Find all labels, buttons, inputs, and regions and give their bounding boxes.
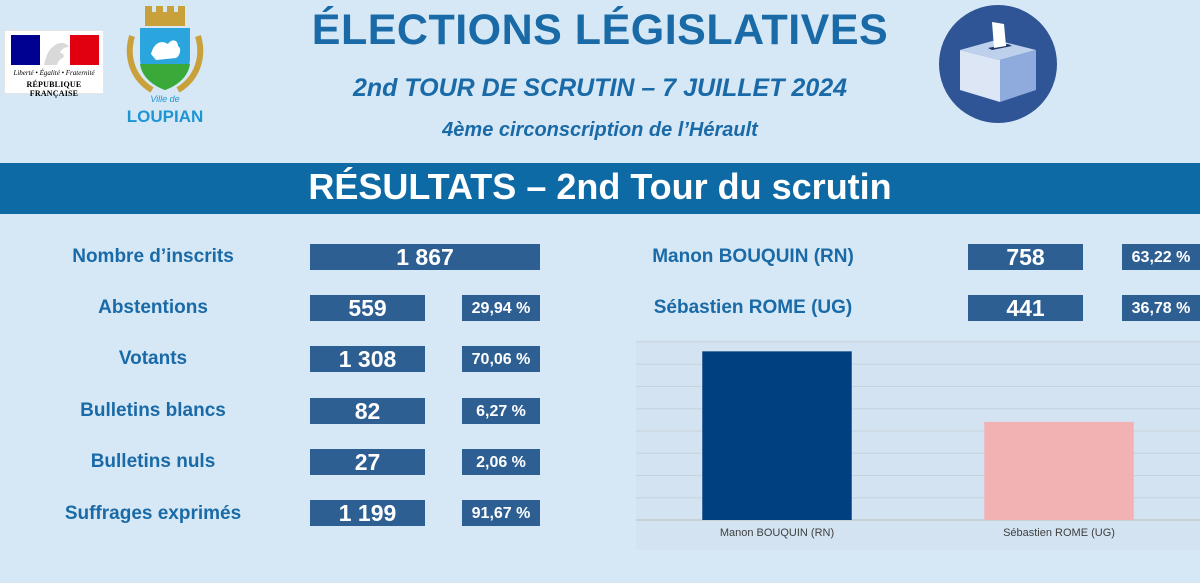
chart-bar-1 [984,421,1134,520]
stat-value-votants: 1 308 [310,346,425,372]
stat-value-inscrits: 1 867 [310,244,540,270]
chart-bars [702,351,1134,520]
chart-x-label-0: Manon BOUQUIN (RN) [720,527,834,539]
results-banner [0,163,1200,214]
candidate-votes-rn: 758 [968,244,1083,270]
stat-pct-exprimes: 91,67 % [462,500,540,526]
candidate-label-rn: Manon BOUQUIN (RN) [652,246,854,267]
rf-motto: Liberté • Égalité • Fraternité [13,69,95,77]
stat-value-abstentions: 559 [310,295,425,321]
stat-label-blancs: Bulletins blancs [80,400,226,421]
town-logo: Ville de LOUPIAN [120,6,210,126]
stat-pct-votants: 70,06 % [462,346,540,372]
candidate-pct-ug: 36,78 % [1122,295,1200,321]
results-bar-chart: Manon BOUQUIN (RN) Sébastien ROME (UG) [636,340,1200,550]
rf-name: RÉPUBLIQUE FRANÇAISE [26,80,82,98]
page-subtitle: 2nd TOUR DE SCRUTIN – 7 JUILLET 2024 [352,74,848,102]
stat-pct-abstentions: 29,94 % [462,295,540,321]
stat-value-blancs: 82 [310,398,425,424]
candidate-votes-ug: 441 [968,295,1083,321]
stat-value-exprimes: 1 199 [310,500,425,526]
town-prefix: Ville de [150,94,180,104]
stat-label-nuls: Bulletins nuls [90,451,216,472]
candidate-pct-rn: 63,22 % [1122,244,1200,270]
chart-x-label-1: Sébastien ROME (UG) [1003,527,1115,539]
stat-label-votants: Votants [118,348,188,369]
town-name: LOUPIAN [126,107,204,126]
stat-pct-nuls: 2,06 % [462,449,540,475]
results-banner-title: RÉSULTATS – 2nd Tour du scrutin [308,166,892,207]
stat-value-nuls: 27 [310,449,425,475]
ballot-box-icon [939,5,1057,123]
candidate-label-ug: Sébastien ROME (UG) [653,297,853,318]
page-title: ÉLECTIONS LÉGISLATIVES [311,6,889,54]
marianne-flag-icon [11,35,99,65]
chart-x-labels: Manon BOUQUIN (RN) Sébastien ROME (UG) [720,527,1115,539]
chart-bar-0 [702,351,852,520]
town-crest-icon [126,6,204,93]
republique-francaise-logo: Liberté • Égalité • Fraternité RÉPUBLIQU… [4,30,104,98]
stat-label-exprimes: Suffrages exprimés [64,503,242,524]
circonscription-label: 4ème circonscription de l’Hérault [442,119,758,141]
stat-pct-blancs: 6,27 % [462,398,540,424]
stat-label-abstentions: Abstentions [98,297,208,318]
stat-label-inscrits: Nombre d’inscrits [72,246,234,267]
